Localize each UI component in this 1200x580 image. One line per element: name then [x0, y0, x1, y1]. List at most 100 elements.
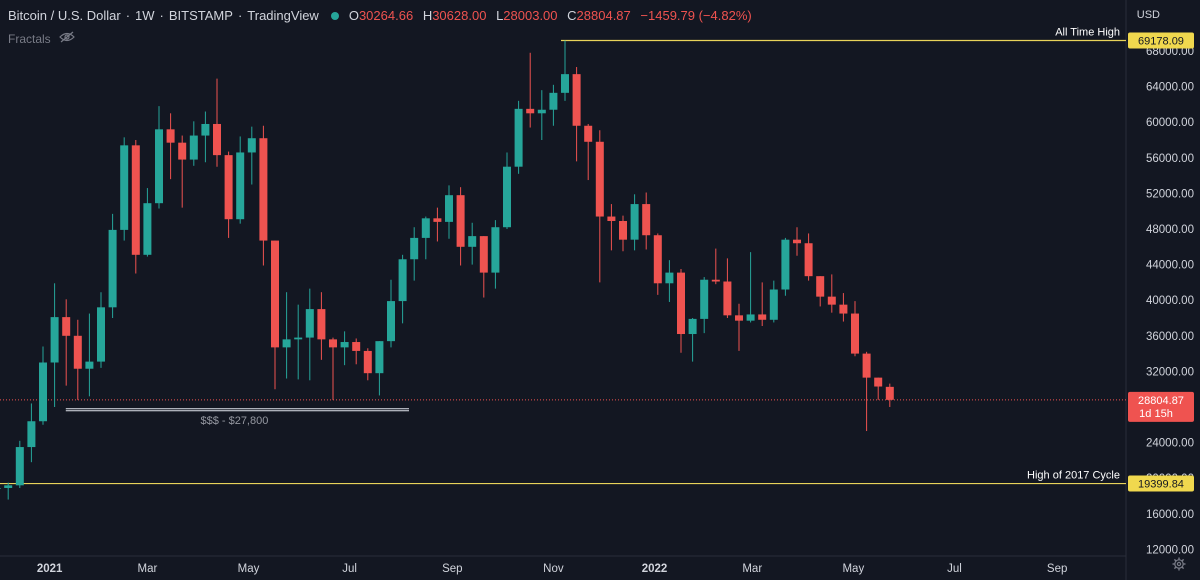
- candle-body: [4, 485, 13, 488]
- candle: [700, 277, 709, 334]
- x-tick-label: 2022: [642, 563, 668, 575]
- symbol-title[interactable]: Bitcoin / U.S. Dollar: [8, 8, 121, 23]
- candle: [305, 288, 314, 381]
- level-price-badge: [1128, 32, 1194, 49]
- x-tick-label: Sep: [1047, 563, 1067, 575]
- candle: [630, 194, 639, 251]
- candle: [143, 188, 152, 257]
- candle: [456, 187, 465, 266]
- candle-body: [131, 145, 140, 255]
- candle: [827, 274, 836, 313]
- candle-body: [247, 138, 256, 153]
- indicator-legend[interactable]: Fractals: [8, 31, 75, 46]
- candle-body: [584, 125, 593, 142]
- candle: [561, 40, 569, 101]
- candle-body: [781, 239, 790, 290]
- candle: [607, 204, 616, 251]
- candle-body: [595, 141, 604, 217]
- candle: [526, 52, 535, 128]
- candle: [804, 233, 813, 281]
- y-tick-label: 52000.00: [1146, 188, 1194, 200]
- last-price-badge: [1128, 391, 1194, 422]
- market-status-icon[interactable]: [330, 11, 339, 20]
- last-price-label: 28804.87: [1138, 395, 1184, 407]
- candle-body: [758, 314, 767, 320]
- candle: [584, 123, 593, 181]
- candle-body: [642, 204, 651, 236]
- candle-body: [503, 166, 511, 228]
- candle-body: [62, 317, 71, 336]
- candle: [839, 293, 848, 322]
- candle: [236, 136, 245, 224]
- interval-label[interactable]: 1W: [135, 8, 155, 23]
- candle-body: [363, 350, 372, 374]
- candle: [653, 233, 662, 295]
- candle-body: [862, 353, 871, 378]
- candle-body: [143, 203, 152, 255]
- low-value: 28003.00: [503, 8, 558, 23]
- candle: [317, 292, 326, 360]
- candle-body: [421, 218, 430, 238]
- candle-body: [445, 195, 453, 222]
- level-price-label: 19399.84: [1138, 479, 1184, 491]
- candle: [410, 227, 419, 281]
- candle-body: [874, 377, 883, 387]
- candle: [398, 254, 407, 324]
- indicator-name: Fractals: [8, 31, 51, 46]
- candle: [735, 303, 743, 351]
- x-tick-label: Nov: [543, 563, 564, 575]
- candle-body: [271, 240, 279, 348]
- candle: [340, 331, 349, 366]
- y-tick-label: 24000.00: [1146, 438, 1194, 450]
- candle: [677, 269, 685, 353]
- candle-body: [851, 313, 859, 354]
- eye-crossed-icon[interactable]: [58, 31, 75, 46]
- candle: [247, 126, 256, 185]
- candles-group: [0, 40, 894, 500]
- candle: [537, 90, 546, 140]
- currency-label[interactable]: USD: [1136, 9, 1160, 21]
- candle-body: [816, 276, 825, 297]
- candle-body: [97, 307, 105, 362]
- candle-body: [827, 296, 836, 305]
- candle: [131, 140, 140, 274]
- candle: [155, 106, 163, 209]
- candle: [711, 248, 720, 285]
- candle: [178, 135, 187, 208]
- candle-body: [340, 342, 349, 348]
- y-tick-label: 40000.00: [1146, 295, 1194, 307]
- candle: [421, 216, 430, 260]
- platform-label: TradingView: [247, 8, 319, 23]
- candle: [0, 487, 1, 489]
- candle: [816, 276, 825, 307]
- candle-body: [572, 74, 581, 126]
- y-tick-label: 60000.00: [1146, 117, 1194, 129]
- candle-body: [479, 236, 488, 273]
- x-tick-label: May: [238, 563, 260, 575]
- candle-body: [468, 236, 477, 247]
- gear-icon[interactable]: [1172, 557, 1186, 576]
- candle-body: [746, 314, 755, 321]
- candle-body: [514, 108, 523, 167]
- ohlc-readout: O30264.66 H30628.00 L28003.00 C28804.87 …: [349, 8, 752, 23]
- candle-body: [537, 109, 546, 114]
- candle: [375, 341, 384, 396]
- level-label: High of 2017 Cycle: [1027, 470, 1120, 482]
- high-label: H: [422, 8, 433, 23]
- candle: [73, 319, 82, 400]
- candle-body: [885, 386, 894, 400]
- candle: [572, 67, 581, 162]
- candle: [213, 78, 221, 167]
- exchange-label: BITSTAMP: [168, 8, 233, 23]
- candle: [120, 137, 129, 241]
- candle-body: [201, 123, 210, 136]
- candle: [39, 346, 47, 425]
- candle-body: [526, 108, 535, 114]
- candle: [85, 313, 94, 397]
- candle-body: [189, 135, 198, 160]
- candle: [862, 351, 871, 432]
- y-tick-label: 64000.00: [1146, 82, 1194, 94]
- candle-body: [456, 195, 465, 247]
- support-label: $$$ - $27,800: [200, 415, 268, 427]
